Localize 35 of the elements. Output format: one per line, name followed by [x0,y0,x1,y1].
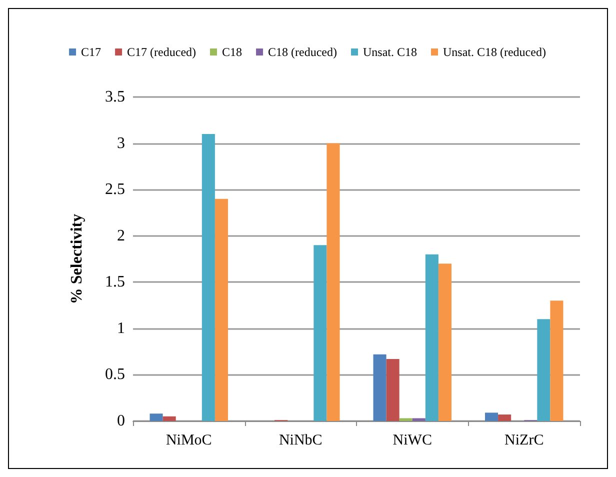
x-tick-label: NiMoC [166,432,212,448]
bar [150,414,163,421]
bar [202,134,215,421]
bar [214,198,228,421]
y-tick-label: 2 [117,227,125,244]
x-tick-label: NiWC [392,432,432,448]
y-tick-label: 0.5 [105,366,125,384]
legend-label: Unsat. C18 [362,45,417,59]
y-tick-label: 1.5 [105,274,125,291]
y-tick-label: 2.5 [105,181,125,198]
bar [399,418,412,421]
y-tick-label: 1 [117,320,125,337]
bar [498,414,512,421]
y-tick-label: 3.5 [105,88,125,106]
bar [412,418,426,421]
bar [386,358,400,421]
y-axis-title: % Selectivity [68,214,86,304]
bar [162,416,176,421]
bar [326,143,340,421]
bar [438,264,452,421]
legend-label: C18 (reduced) [268,45,338,59]
legend-label: C18 [222,45,242,59]
bar [425,254,438,421]
y-tick-label: 3 [117,134,125,152]
y-tick-label: 0 [117,412,125,430]
bar [550,300,564,421]
bar [373,354,386,421]
x-tick-label: NiZrC [504,432,544,448]
bar [485,412,498,421]
legend-label: Unsat. C18 (reduced) [442,45,546,59]
legend-label: C17 [81,45,102,59]
bar [314,245,327,421]
legend-label: C17 (reduced) [127,45,196,59]
bar [537,319,550,421]
x-tick-label: NiNbC [278,432,322,448]
